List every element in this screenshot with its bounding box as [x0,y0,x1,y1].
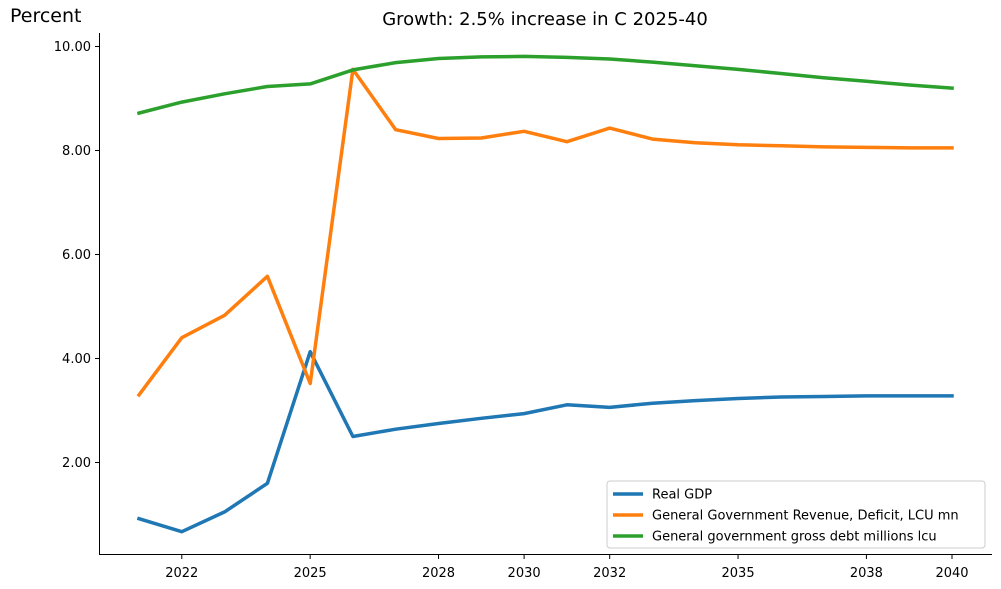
legend-label: Real GDP [652,488,712,503]
series-line-0 [136,349,954,534]
series-lines [136,54,954,534]
series-line-2 [136,54,954,116]
series-line-1 [136,67,954,398]
y-tick-label: 10.00 [54,40,91,55]
y-ticks: 2.00 4.00 6.00 8.00 10.00 [54,40,100,471]
legend: Real GDP General Government Revenue, Defi… [606,480,986,549]
x-tick-label: 2028 [422,566,455,581]
axes [99,33,992,555]
legend-label: General government gross debt millions l… [652,530,937,545]
x-tick-label: 2025 [294,566,327,581]
y-tick-label: 4.00 [62,352,91,367]
chart-title: Growth: 2.5% increase in C 2025-40 [382,9,708,30]
x-tick-label: 2038 [850,566,883,581]
x-ticks: 2022 2025 2028 2030 2032 2035 2038 2040 [165,554,969,581]
x-tick-label: 2032 [593,566,626,581]
x-tick-label: 2022 [165,566,198,581]
y-tick-label: 8.00 [62,144,91,159]
y-axis-label: Percent [10,5,82,27]
legend-box [606,480,986,549]
x-tick-label: 2040 [935,566,968,581]
legend-label: General Government Revenue, Deficit, LCU… [652,509,959,524]
y-tick-label: 6.00 [62,248,91,263]
y-tick-label: 2.00 [62,456,91,471]
x-tick-label: 2035 [722,566,755,581]
x-tick-label: 2030 [508,566,541,581]
